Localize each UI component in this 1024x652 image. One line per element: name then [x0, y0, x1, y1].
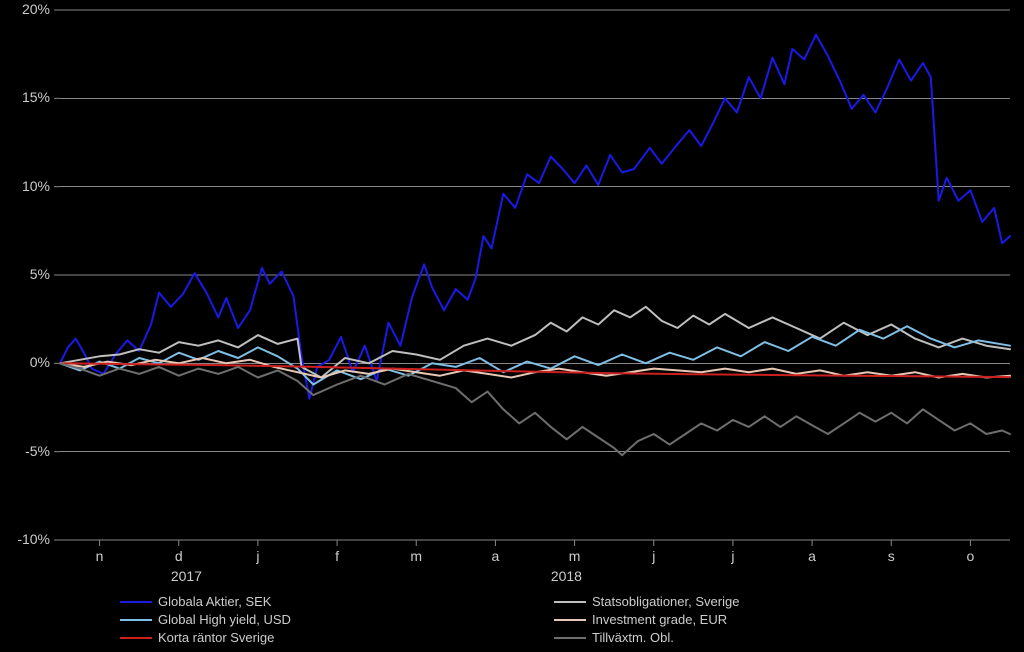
- x-axis-year-label: 2017: [171, 568, 202, 584]
- legend-swatch: [554, 637, 586, 639]
- legend-swatch: [554, 601, 586, 603]
- legend-item: Globala Aktier, SEK: [120, 594, 271, 609]
- y-axis-label: 15%: [22, 89, 50, 105]
- legend-swatch: [120, 637, 152, 639]
- legend-item: Global High yield, USD: [120, 612, 291, 627]
- y-axis-label: -10%: [17, 531, 50, 547]
- legend-item: Statsobligationer, Sverige: [554, 594, 739, 609]
- x-axis-month-label: d: [175, 548, 183, 564]
- x-axis-month-label: o: [967, 548, 975, 564]
- legend-item: Investment grade, EUR: [554, 612, 727, 627]
- x-axis-month-label: f: [335, 548, 339, 564]
- x-axis-year-label: 2018: [551, 568, 582, 584]
- legend-label: Tillväxtm. Obl.: [592, 630, 674, 645]
- x-axis-month-label: j: [652, 548, 655, 564]
- x-axis-month-label: a: [808, 548, 816, 564]
- legend-label: Global High yield, USD: [158, 612, 291, 627]
- legend-swatch: [120, 619, 152, 621]
- y-axis-label: 0%: [30, 354, 50, 370]
- x-axis-month-label: j: [731, 548, 734, 564]
- x-axis-month-label: m: [410, 548, 422, 564]
- performance-line-chart: -10% -5% 0% 5% 10% 15% 20% n d j f m a m j j a s o 2017 2018…: [0, 0, 1024, 652]
- y-axis-label: 20%: [22, 1, 50, 17]
- legend-label: Globala Aktier, SEK: [158, 594, 271, 609]
- legend-label: Statsobligationer, Sverige: [592, 594, 739, 609]
- legend-item: Korta räntor Sverige: [120, 630, 274, 645]
- y-axis-label: -5%: [25, 443, 50, 459]
- legend-swatch: [554, 619, 586, 621]
- legend-label: Korta räntor Sverige: [158, 630, 274, 645]
- x-axis-month-label: m: [569, 548, 581, 564]
- legend-item: Tillväxtm. Obl.: [554, 630, 674, 645]
- x-axis-month-label: n: [96, 548, 104, 564]
- legend-swatch: [120, 601, 152, 603]
- x-axis-month-label: a: [492, 548, 500, 564]
- chart-svg: [0, 0, 1024, 652]
- legend-label: Investment grade, EUR: [592, 612, 727, 627]
- x-axis-month-label: s: [888, 548, 895, 564]
- y-axis-label: 10%: [22, 178, 50, 194]
- y-axis-label: 5%: [30, 266, 50, 282]
- x-axis-month-label: j: [256, 548, 259, 564]
